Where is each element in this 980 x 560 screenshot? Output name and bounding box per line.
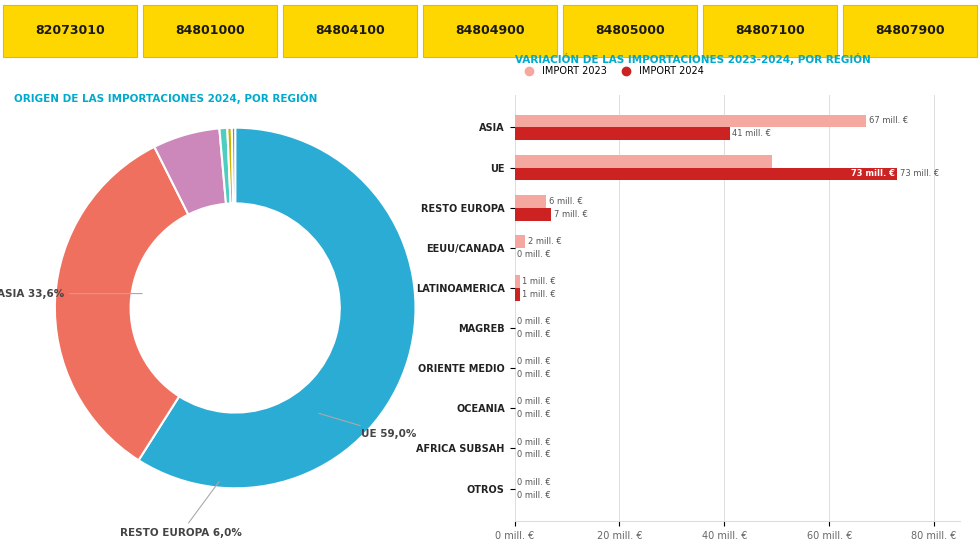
Text: 7 mill. €: 7 mill. € (554, 209, 588, 218)
Bar (514, 127, 729, 140)
Text: 0 mill. €: 0 mill. € (516, 450, 551, 459)
Text: 2 mill. €: 2 mill. € (527, 237, 562, 246)
Bar (514, 288, 519, 301)
Bar (3, 5, 137, 57)
Text: 0 mill. €: 0 mill. € (516, 357, 551, 366)
Text: 0 mill. €: 0 mill. € (516, 437, 551, 446)
Bar (514, 235, 525, 248)
Text: 84807900: 84807900 (875, 24, 945, 38)
Text: 41 mill. €: 41 mill. € (732, 129, 771, 138)
Text: 0 mill. €: 0 mill. € (516, 478, 551, 487)
Text: 73 mill. €: 73 mill. € (900, 170, 939, 179)
Legend: IMPORT 2023, IMPORT 2024: IMPORT 2023, IMPORT 2024 (519, 66, 704, 76)
Text: 0 mill. €: 0 mill. € (516, 410, 551, 419)
Text: 84807100: 84807100 (735, 24, 805, 38)
Text: 84804100: 84804100 (316, 24, 385, 38)
Text: VARIACIÓN DE LAS IMPORTACIONES 2023-2024, POR REGIÓN: VARIACIÓN DE LAS IMPORTACIONES 2023-2024… (514, 53, 870, 64)
Bar (514, 155, 771, 167)
Text: 84801000: 84801000 (175, 24, 245, 38)
Wedge shape (220, 128, 230, 204)
Text: 1 mill. €: 1 mill. € (522, 277, 556, 286)
Bar (283, 5, 417, 57)
Text: 0 mill. €: 0 mill. € (516, 330, 551, 339)
Bar (843, 5, 977, 57)
Text: 73 mill. €: 73 mill. € (851, 170, 895, 179)
Text: 0 mill. €: 0 mill. € (516, 317, 551, 326)
Bar (514, 167, 898, 180)
Text: 0 mill. €: 0 mill. € (516, 250, 551, 259)
Text: ASIA 33,6%: ASIA 33,6% (0, 288, 142, 298)
Bar (703, 5, 837, 57)
Text: ORIGEN DE LAS IMPORTACIONES 2024, POR REGIÓN: ORIGEN DE LAS IMPORTACIONES 2024, POR RE… (15, 92, 318, 104)
Text: 1 mill. €: 1 mill. € (522, 290, 556, 299)
Bar (514, 195, 546, 208)
Bar (563, 5, 697, 57)
Bar (514, 115, 866, 127)
Text: 0 mill. €: 0 mill. € (516, 398, 551, 407)
Text: RESTO EUROPA 6,0%: RESTO EUROPA 6,0% (121, 482, 242, 538)
Text: 67 mill. €: 67 mill. € (868, 116, 907, 125)
Bar (514, 208, 551, 221)
Bar (514, 275, 519, 288)
Text: 0 mill. €: 0 mill. € (516, 370, 551, 379)
Bar (423, 5, 557, 57)
Wedge shape (227, 128, 233, 203)
Bar (143, 5, 277, 57)
Wedge shape (154, 128, 226, 214)
Text: 6 mill. €: 6 mill. € (549, 197, 582, 206)
Wedge shape (138, 128, 416, 488)
Text: 84804900: 84804900 (455, 24, 525, 38)
Wedge shape (232, 128, 235, 203)
Text: 49 mill. €: 49 mill. € (0, 559, 1, 560)
Text: 84805000: 84805000 (595, 24, 664, 38)
Text: UE 59,0%: UE 59,0% (319, 413, 416, 439)
Text: 0 mill. €: 0 mill. € (516, 491, 551, 500)
Text: 82073010: 82073010 (35, 24, 105, 38)
Wedge shape (55, 147, 188, 460)
